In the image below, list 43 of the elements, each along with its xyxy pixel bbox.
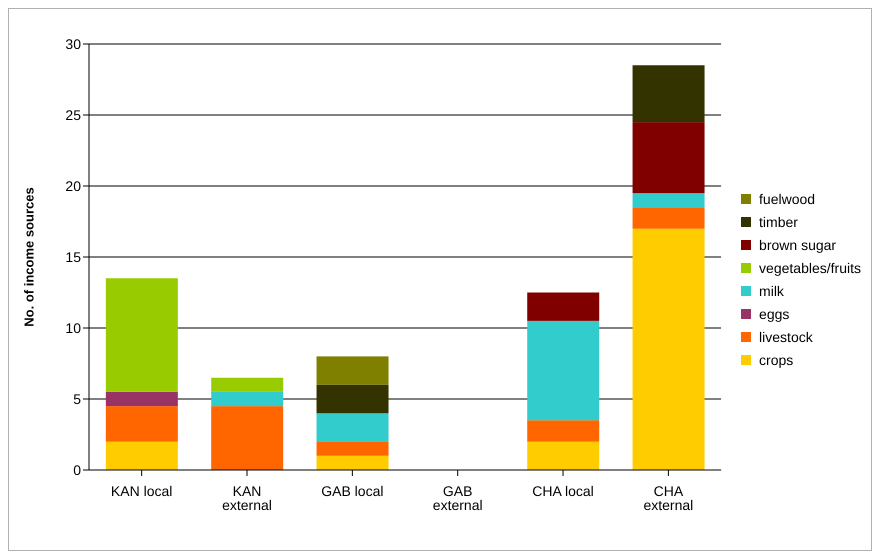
bar <box>316 356 389 385</box>
legend-label: milk <box>759 282 784 300</box>
y-tick-label: 25 <box>65 106 82 123</box>
bar <box>106 406 178 442</box>
bar <box>632 122 705 194</box>
bar <box>106 278 178 392</box>
x-tick-label: CHA external <box>643 482 694 513</box>
bar <box>527 292 600 321</box>
bar <box>211 378 284 392</box>
bar <box>106 442 178 470</box>
bar <box>527 320 600 420</box>
legend-label: crops <box>759 350 794 370</box>
y-tick-label: 10 <box>65 320 82 336</box>
x-tick-label: CHA local <box>532 482 594 499</box>
legend-label: eggs <box>759 304 790 324</box>
bar <box>211 406 284 470</box>
y-tick-label: 20 <box>65 178 82 194</box>
legend-label: vegetables/fruits <box>759 258 861 278</box>
y-axis-title: No. of income sources <box>22 187 37 327</box>
bar <box>316 456 389 470</box>
bar <box>316 442 389 456</box>
bar <box>316 384 389 414</box>
y-tick-label: 0 <box>73 462 82 478</box>
bar <box>211 392 284 406</box>
y-tick-label: 5 <box>73 390 82 407</box>
y-tick-label: 15 <box>65 248 82 265</box>
bar <box>632 228 705 470</box>
legend-label: timber <box>759 212 798 232</box>
legend-label: livestock <box>759 328 813 346</box>
bar <box>632 65 705 122</box>
bar <box>632 207 705 229</box>
bar <box>106 392 178 406</box>
legend-label: fuelwood <box>759 190 816 208</box>
bar <box>632 193 705 208</box>
x-tick-label: KAN local <box>110 482 172 499</box>
bar <box>527 420 600 442</box>
x-tick-label: KAN external <box>222 482 272 513</box>
x-tick-label: GAB external <box>432 482 483 513</box>
bar <box>316 413 389 442</box>
legend-label: brown sugar <box>759 236 836 255</box>
x-tick-label: GAB local <box>321 482 384 499</box>
bar <box>527 442 600 470</box>
y-tick-label: 30 <box>65 36 82 52</box>
